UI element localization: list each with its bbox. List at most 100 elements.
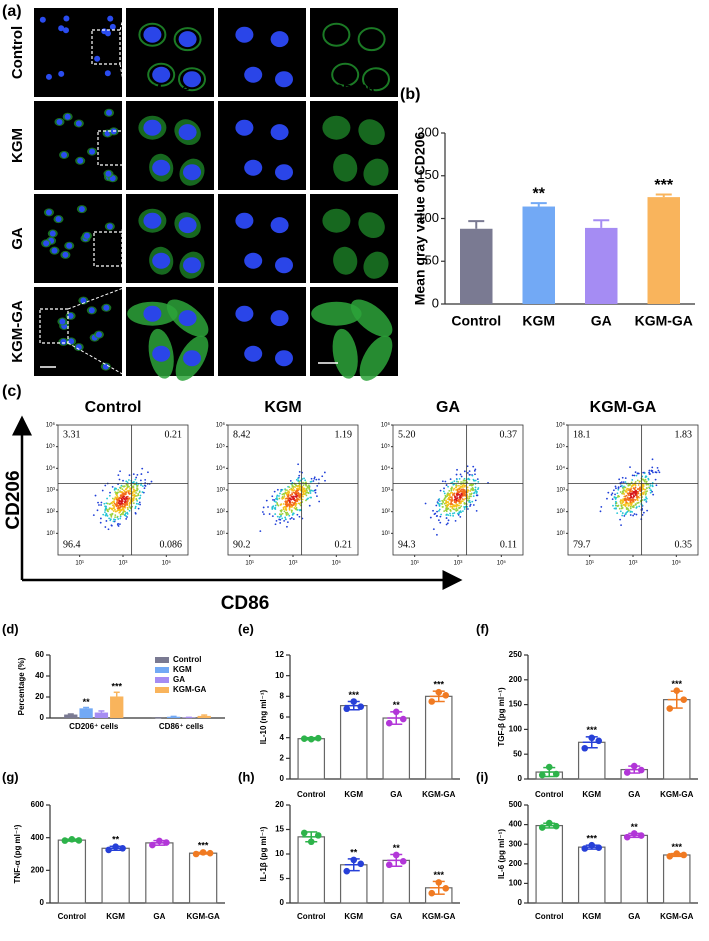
significance: ** bbox=[83, 697, 91, 707]
cytoplasm bbox=[362, 67, 390, 92]
event-dot bbox=[641, 492, 644, 494]
event-dot bbox=[634, 471, 637, 474]
event-dot bbox=[316, 484, 319, 487]
cytoplasm bbox=[178, 67, 206, 92]
zoom-line bbox=[67, 342, 127, 377]
event-dot bbox=[624, 499, 627, 502]
event-dot bbox=[119, 487, 122, 490]
x-tick-label: KGM-GA bbox=[660, 790, 694, 799]
nucleus bbox=[59, 318, 66, 325]
event-dot bbox=[463, 477, 466, 480]
event-dot bbox=[445, 510, 448, 513]
event-dot bbox=[634, 503, 637, 506]
event-dot bbox=[458, 511, 461, 514]
event-dot bbox=[301, 498, 304, 501]
event-dot bbox=[474, 473, 476, 476]
event-dot bbox=[625, 494, 628, 497]
event-dot bbox=[441, 480, 444, 483]
event-dot bbox=[649, 491, 652, 494]
event-dot bbox=[456, 468, 458, 471]
event-dot bbox=[112, 510, 115, 512]
event-dot bbox=[629, 483, 632, 486]
event-dot bbox=[283, 494, 286, 496]
event-dot bbox=[101, 489, 104, 492]
y-tick-label: 10³ bbox=[46, 488, 55, 494]
nucleus bbox=[109, 23, 116, 30]
event-dot bbox=[455, 501, 458, 503]
event-dot bbox=[128, 509, 131, 512]
nucleus bbox=[49, 230, 56, 237]
bar bbox=[662, 699, 691, 780]
data-point bbox=[666, 853, 674, 860]
event-dot bbox=[125, 518, 128, 520]
y-tick-label: 100 bbox=[417, 210, 439, 225]
data-point bbox=[314, 832, 322, 839]
event-dot bbox=[631, 511, 634, 513]
significance: *** bbox=[586, 725, 597, 735]
event-dot bbox=[432, 528, 435, 531]
event-dot bbox=[451, 499, 454, 502]
event-dot bbox=[443, 499, 446, 502]
event-dot bbox=[282, 497, 285, 500]
event-dot bbox=[285, 493, 288, 496]
quadrant-value: 0.37 bbox=[500, 429, 518, 440]
event-dot bbox=[128, 474, 131, 477]
plot-title: KGM-GA bbox=[590, 399, 657, 416]
legend-swatch bbox=[155, 687, 169, 693]
event-dot bbox=[647, 478, 650, 481]
event-dot bbox=[292, 495, 295, 498]
nucleus bbox=[102, 363, 109, 370]
x-tick-label: KGM bbox=[582, 912, 601, 921]
nucleus bbox=[183, 71, 201, 88]
micrograph bbox=[34, 8, 122, 97]
event-dot bbox=[105, 502, 108, 505]
event-dot bbox=[116, 502, 119, 505]
event-dot bbox=[438, 500, 441, 503]
data-point bbox=[552, 770, 560, 778]
event-dot bbox=[643, 491, 646, 493]
event-dot bbox=[633, 488, 636, 491]
event-dot bbox=[96, 509, 99, 512]
y-tick-label: 10² bbox=[216, 509, 225, 515]
event-dot bbox=[450, 505, 453, 508]
event-dot bbox=[435, 504, 438, 507]
x-tick-label: 10⁵ bbox=[672, 560, 682, 567]
event-dot bbox=[296, 485, 299, 488]
event-dot bbox=[443, 487, 445, 490]
nucleus bbox=[143, 26, 162, 43]
event-dot bbox=[117, 522, 119, 525]
y-tick-label: 60 bbox=[35, 650, 44, 659]
significance: ** bbox=[533, 185, 546, 202]
event-dot bbox=[99, 517, 102, 520]
nucleus bbox=[152, 252, 171, 269]
event-dot bbox=[289, 500, 291, 502]
event-dot bbox=[299, 508, 301, 511]
event-dot bbox=[624, 481, 627, 483]
event-dot bbox=[141, 485, 144, 488]
event-dot bbox=[285, 507, 287, 509]
y-tick-label: 10⁵ bbox=[381, 443, 391, 450]
bar bbox=[166, 716, 181, 718]
y-tick-label: 5 bbox=[280, 874, 285, 883]
event-dot bbox=[449, 478, 452, 481]
event-dot bbox=[302, 481, 305, 484]
significance: ** bbox=[393, 700, 401, 710]
event-dot bbox=[629, 505, 632, 508]
significance: *** bbox=[654, 177, 673, 194]
data-point bbox=[680, 851, 688, 859]
event-dot bbox=[104, 526, 107, 528]
y-tick-label: 10¹ bbox=[46, 531, 55, 537]
event-dot bbox=[651, 490, 654, 493]
event-dot bbox=[126, 481, 129, 484]
event-dot bbox=[114, 508, 116, 511]
zoom-box bbox=[93, 231, 123, 267]
event-dot bbox=[135, 492, 137, 494]
data-point bbox=[392, 851, 400, 859]
significance: ** bbox=[393, 843, 401, 853]
y-tick-label: 400 bbox=[31, 833, 45, 842]
event-dot bbox=[453, 508, 456, 511]
legend-label: KGM bbox=[173, 665, 192, 674]
x-tick-label: Control bbox=[58, 912, 86, 921]
event-dot bbox=[308, 504, 311, 507]
significance: ** bbox=[112, 835, 120, 845]
